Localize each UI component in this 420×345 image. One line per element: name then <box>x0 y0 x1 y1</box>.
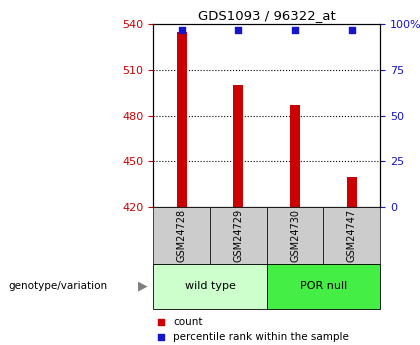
Text: GSM24730: GSM24730 <box>290 209 300 262</box>
FancyBboxPatch shape <box>210 207 267 264</box>
Text: wild type: wild type <box>184 282 236 291</box>
Bar <box>176 32 187 207</box>
Bar <box>290 105 300 207</box>
Text: count: count <box>173 317 203 327</box>
Text: genotype/variation: genotype/variation <box>8 282 108 291</box>
Text: GSM24747: GSM24747 <box>347 209 357 262</box>
FancyBboxPatch shape <box>153 207 210 264</box>
FancyBboxPatch shape <box>153 264 267 309</box>
FancyBboxPatch shape <box>267 207 323 264</box>
Point <box>178 28 185 33</box>
Text: ▶: ▶ <box>138 280 147 293</box>
Text: percentile rank within the sample: percentile rank within the sample <box>173 332 349 342</box>
Title: GDS1093 / 96322_at: GDS1093 / 96322_at <box>198 9 336 22</box>
Text: GSM24729: GSM24729 <box>234 209 243 262</box>
Point <box>349 28 355 33</box>
Point <box>158 334 164 339</box>
Text: POR null: POR null <box>300 282 347 291</box>
Point <box>158 319 164 325</box>
Bar <box>346 177 357 207</box>
Bar <box>233 85 244 207</box>
Text: GSM24728: GSM24728 <box>177 209 186 262</box>
FancyBboxPatch shape <box>323 207 380 264</box>
FancyBboxPatch shape <box>267 264 380 309</box>
Point <box>292 28 299 33</box>
Point <box>235 28 242 33</box>
